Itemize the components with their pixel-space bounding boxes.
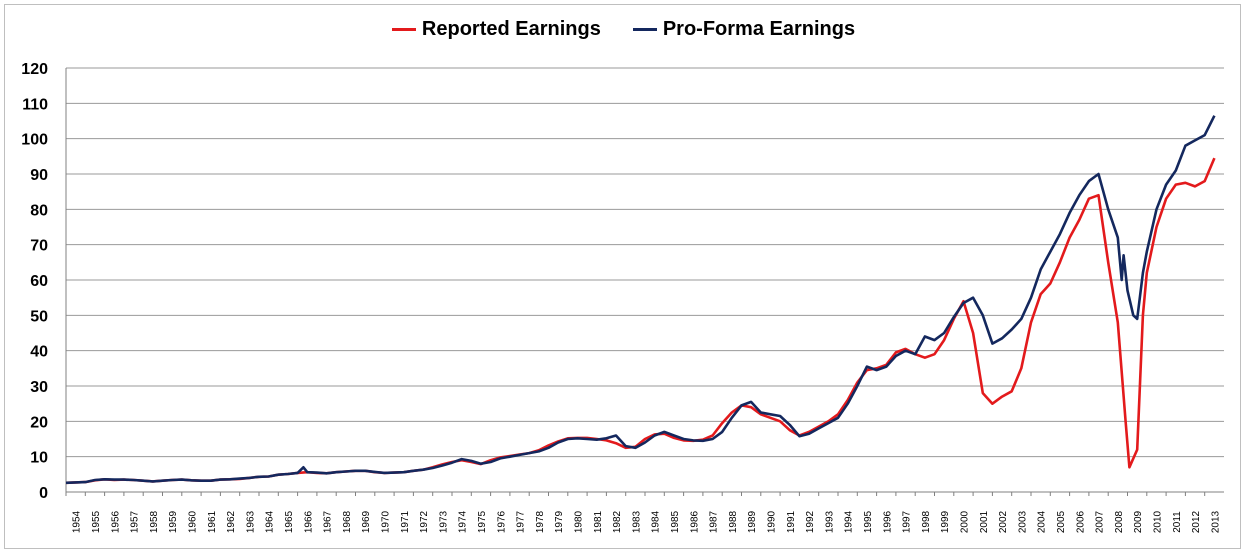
x-tick-label-1955: 1955 — [91, 510, 102, 533]
y-tick-label-120: 120 — [21, 61, 48, 78]
x-tick-label-1964: 1964 — [265, 510, 276, 533]
x-tick-label-1995: 1995 — [863, 510, 874, 533]
chart-frame — [4, 4, 1241, 549]
x-tick-label-2001: 2001 — [979, 510, 990, 533]
x-tick-label-1989: 1989 — [747, 510, 758, 533]
x-tick-label-1998: 1998 — [921, 510, 932, 533]
x-tick-label-1954: 1954 — [72, 510, 83, 533]
x-tick-label-1965: 1965 — [284, 510, 295, 533]
legend-swatch-pro-forma-earnings — [632, 27, 657, 31]
x-tick-label-2011: 2011 — [1172, 511, 1183, 533]
x-tick-label-1966: 1966 — [303, 510, 314, 533]
y-tick-label-30: 30 — [30, 379, 48, 396]
x-tick-label-1999: 1999 — [940, 510, 951, 533]
x-tick-label-2012: 2012 — [1191, 510, 1202, 533]
y-tick-label-0: 0 — [39, 485, 48, 502]
x-tick-label-1982: 1982 — [612, 510, 623, 533]
x-tick-label-1976: 1976 — [496, 510, 507, 533]
x-tick-label-1975: 1975 — [477, 510, 488, 533]
y-tick-label-90: 90 — [30, 167, 48, 184]
x-tick-label-2000: 2000 — [959, 510, 970, 533]
x-tick-label-1992: 1992 — [805, 510, 816, 533]
x-tick-label-1961: 1961 — [207, 510, 218, 533]
series-line-pro-forma-earnings — [65, 115, 1216, 485]
x-tick-label-1973: 1973 — [438, 510, 449, 533]
series-line-reported-earnings — [65, 157, 1216, 485]
x-tick-label-1977: 1977 — [516, 510, 527, 533]
x-tick-label-1979: 1979 — [554, 510, 565, 533]
legend-item-pro-forma-earnings: Pro-Forma Earnings — [632, 17, 856, 41]
x-tick-label-2004: 2004 — [1037, 510, 1048, 533]
x-tick-label-1988: 1988 — [728, 510, 739, 533]
x-tick-label-2005: 2005 — [1056, 510, 1067, 533]
x-tick-label-2013: 2013 — [1210, 510, 1221, 533]
x-tick-label-1985: 1985 — [670, 510, 681, 533]
x-tick-label-1981: 1981 — [593, 510, 604, 533]
y-tick-label-60: 60 — [30, 273, 48, 290]
x-tick-label-1971: 1971 — [400, 510, 411, 533]
x-tick-label-2002: 2002 — [998, 510, 1009, 533]
x-tick-label-1967: 1967 — [323, 510, 334, 533]
x-tick-label-2008: 2008 — [1114, 510, 1125, 533]
y-tick-label-110: 110 — [22, 96, 48, 113]
x-tick-label-1978: 1978 — [535, 510, 546, 533]
x-tick-label-2010: 2010 — [1152, 510, 1163, 533]
x-tick-label-1963: 1963 — [245, 510, 256, 533]
legend-item-reported-earnings: Reported Earnings — [391, 17, 601, 41]
x-tick-label-2007: 2007 — [1095, 510, 1106, 533]
x-tick-label-1957: 1957 — [130, 510, 141, 533]
x-tick-label-1968: 1968 — [342, 510, 353, 533]
x-tick-label-1997: 1997 — [902, 510, 913, 533]
x-tick-label-1974: 1974 — [458, 510, 469, 533]
x-tick-label-1996: 1996 — [882, 510, 893, 533]
x-tick-label-1993: 1993 — [824, 510, 835, 533]
legend-label-reported-earnings: Reported Earnings — [421, 17, 601, 40]
legend: Reported Earnings Pro-Forma Earnings — [0, 14, 1247, 44]
y-tick-label-20: 20 — [30, 414, 48, 431]
legend-swatch-reported-earnings — [391, 27, 416, 31]
x-tick-label-1956: 1956 — [110, 510, 121, 533]
y-tick-label-80: 80 — [30, 202, 48, 219]
x-tick-label-1960: 1960 — [187, 510, 198, 533]
x-tick-label-1959: 1959 — [168, 510, 179, 533]
x-tick-label-1983: 1983 — [631, 510, 642, 533]
y-tick-label-100: 100 — [21, 132, 48, 149]
x-tick-label-2009: 2009 — [1133, 510, 1144, 533]
y-tick-label-50: 50 — [30, 308, 48, 325]
y-tick-label-10: 10 — [30, 450, 48, 467]
x-tick-label-1984: 1984 — [651, 510, 662, 533]
x-tick-label-1987: 1987 — [709, 510, 720, 533]
x-tick-label-1970: 1970 — [380, 510, 391, 533]
x-tick-label-2006: 2006 — [1075, 510, 1086, 533]
x-tick-label-1980: 1980 — [573, 510, 584, 533]
x-tick-label-1994: 1994 — [844, 510, 855, 533]
x-tick-label-1969: 1969 — [361, 510, 372, 533]
legend-label-pro-forma-earnings: Pro-Forma Earnings — [662, 17, 856, 40]
x-tick-label-1958: 1958 — [149, 510, 160, 533]
x-tick-label-1991: 1991 — [786, 510, 797, 533]
x-tick-label-1986: 1986 — [689, 510, 700, 533]
y-tick-label-40: 40 — [30, 344, 48, 361]
x-tick-label-1972: 1972 — [419, 510, 430, 533]
x-tick-label-1962: 1962 — [226, 510, 237, 533]
x-tick-label-2003: 2003 — [1017, 510, 1028, 533]
x-tick-label-1990: 1990 — [766, 510, 777, 533]
y-tick-label-70: 70 — [30, 238, 48, 255]
